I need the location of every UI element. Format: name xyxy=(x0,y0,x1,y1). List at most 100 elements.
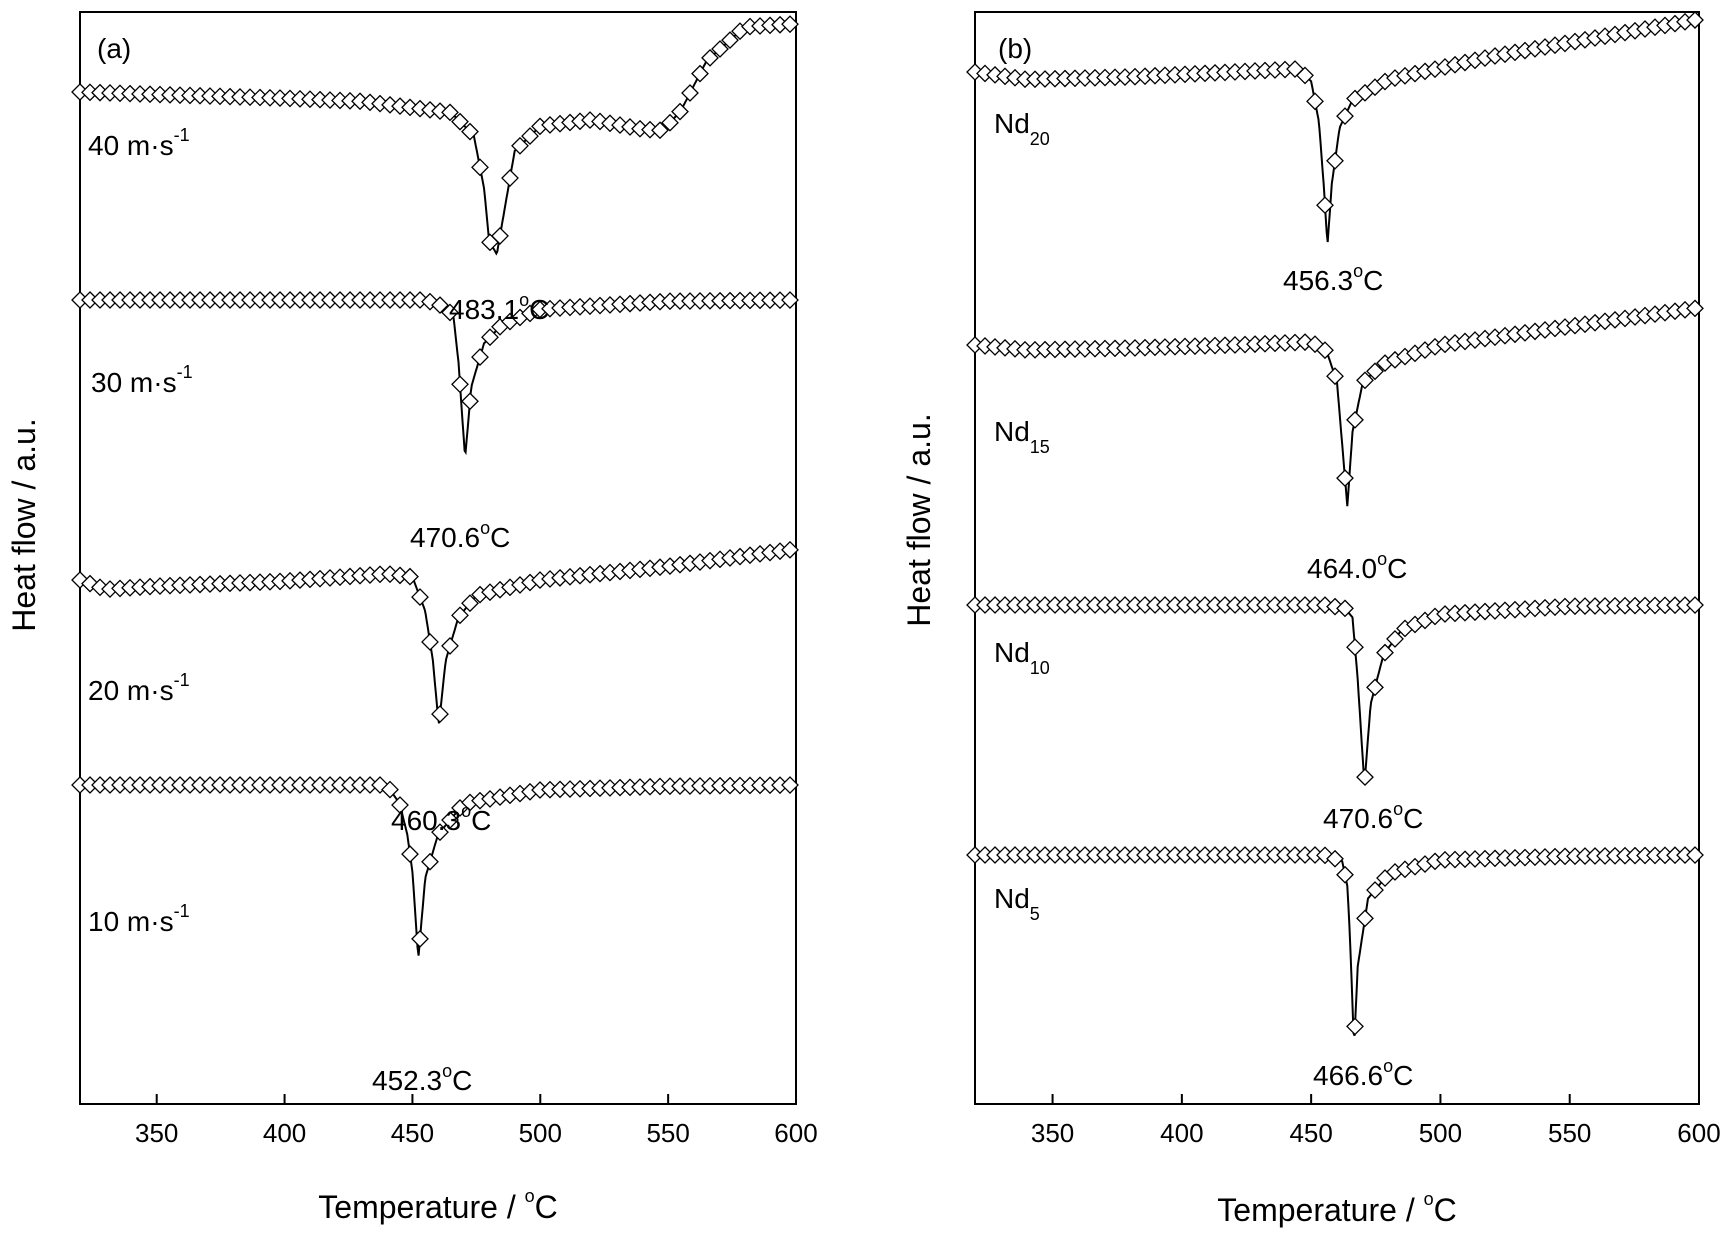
series xyxy=(966,299,1704,507)
data-point xyxy=(1346,638,1364,657)
data-point xyxy=(1316,196,1334,215)
data-point xyxy=(781,776,799,794)
x-tick-label: 350 xyxy=(135,1118,178,1148)
data-point xyxy=(1356,371,1374,390)
x-tick-label: 450 xyxy=(1289,1118,1332,1148)
y-axis-title: Heat flow / a.u. xyxy=(6,418,42,631)
data-point xyxy=(651,121,669,140)
data-point xyxy=(1686,596,1704,614)
data-point xyxy=(721,31,739,50)
series-label: Nd5 xyxy=(994,883,1040,924)
data-point xyxy=(681,84,699,102)
panel-b: 350 400 450 500 550 600 (b) Nd20 Nd15 Nd10 Nd… xyxy=(901,11,1721,1228)
series xyxy=(966,846,1704,1037)
series xyxy=(966,596,1704,787)
data-point xyxy=(511,136,529,155)
data-point xyxy=(1346,410,1364,429)
data-point xyxy=(1336,469,1354,488)
data-point xyxy=(661,113,679,132)
data-point xyxy=(451,375,469,394)
x-tick-label: 550 xyxy=(646,1118,689,1148)
data-point xyxy=(1326,367,1344,386)
x-tick-label: 450 xyxy=(391,1118,434,1148)
data-point xyxy=(1336,107,1354,126)
data-point xyxy=(411,929,429,948)
data-point xyxy=(1386,629,1404,648)
data-point xyxy=(451,112,469,131)
data-point xyxy=(621,117,639,136)
data-point xyxy=(451,606,469,625)
panel-label: (a) xyxy=(97,33,131,64)
peak-label: 470.6oC xyxy=(410,518,510,553)
series xyxy=(71,540,799,724)
data-point xyxy=(1366,881,1384,899)
data-point xyxy=(591,112,609,131)
y-axis-title: Heat flow / a.u. xyxy=(901,413,937,626)
series xyxy=(966,11,1704,243)
data-point xyxy=(431,296,449,315)
data-point xyxy=(1296,66,1314,85)
data-point xyxy=(461,122,479,141)
series-line xyxy=(79,548,797,724)
data-point xyxy=(1336,599,1354,618)
data-point xyxy=(691,64,709,83)
data-point xyxy=(441,636,459,655)
x-ticks: 350 400 450 500 550 600 xyxy=(135,1094,818,1148)
data-point xyxy=(1336,865,1354,884)
series xyxy=(71,15,799,256)
x-tick-label: 400 xyxy=(263,1118,306,1148)
x-ticks: 350 400 450 500 550 600 xyxy=(1031,1094,1721,1148)
data-point xyxy=(411,588,429,607)
peak-label: 460.3oC xyxy=(391,801,491,836)
x-axis-title: Temperature / oC xyxy=(1217,1189,1456,1228)
data-point xyxy=(781,15,799,34)
series-line xyxy=(974,18,1700,243)
data-point xyxy=(1366,678,1384,697)
data-point xyxy=(1356,909,1374,928)
data-point xyxy=(1326,849,1344,868)
data-point xyxy=(461,392,479,411)
data-point xyxy=(391,796,409,814)
series-label: 40 m·s-1 xyxy=(88,125,190,161)
series-group xyxy=(966,11,1704,1037)
data-point xyxy=(1686,299,1704,318)
panel-a: 350 400 450 500 550 600 (a) 40 m·s-1 30 m·s-1… xyxy=(6,11,818,1225)
data-point xyxy=(471,158,489,177)
data-point xyxy=(421,852,439,871)
data-point xyxy=(401,567,419,586)
data-point xyxy=(1356,768,1374,787)
data-point xyxy=(521,127,539,145)
series-line xyxy=(975,604,1699,781)
series-label: Nd20 xyxy=(994,108,1050,149)
data-point xyxy=(441,811,459,829)
data-point xyxy=(711,40,729,58)
data-point xyxy=(481,328,499,347)
data-point xyxy=(441,303,459,322)
data-point xyxy=(611,116,629,135)
data-point xyxy=(1366,362,1384,381)
data-point xyxy=(491,226,509,245)
data-point xyxy=(1316,341,1334,360)
data-point xyxy=(1686,846,1704,864)
x-tick-label: 550 xyxy=(1548,1118,1591,1148)
data-point xyxy=(1346,1017,1364,1036)
series-label: Nd10 xyxy=(994,637,1050,678)
series-label: 10 m·s-1 xyxy=(88,901,190,937)
series-line xyxy=(975,854,1699,1037)
peak-label: 452.3oC xyxy=(372,1061,472,1096)
x-tick-label: 600 xyxy=(774,1118,817,1148)
data-point xyxy=(441,103,459,122)
x-tick-label: 500 xyxy=(1419,1118,1462,1148)
data-point xyxy=(1686,11,1704,29)
plot-frame xyxy=(79,11,797,1105)
data-point xyxy=(601,114,619,133)
x-axis-title: Temperature / oC xyxy=(318,1186,557,1225)
data-point xyxy=(781,540,799,559)
series-label: Nd15 xyxy=(994,416,1050,457)
data-point xyxy=(461,594,479,613)
series-label: 20 m·s-1 xyxy=(88,670,190,706)
data-point xyxy=(781,291,799,309)
data-point xyxy=(1326,151,1344,170)
peak-label: 470.6oC xyxy=(1323,799,1423,834)
